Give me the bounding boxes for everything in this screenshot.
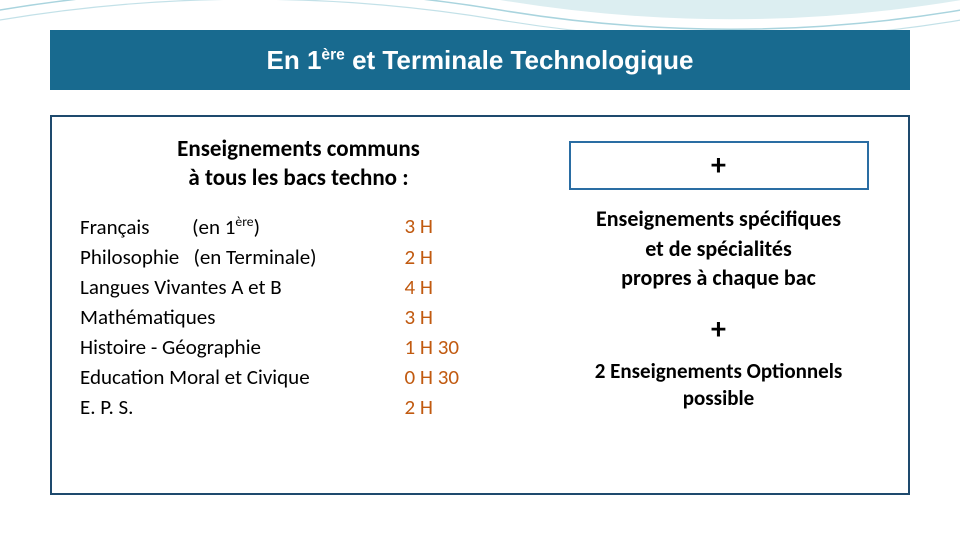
specific-teachings-text: Enseignements spécifiques et de spéciali… [596,204,841,293]
title-text: En 1ère et Terminale Technologique [267,45,694,76]
plus-mid: + [711,311,726,348]
subject-hours: 2 H [405,244,518,270]
subject-name: Français (en 1ère) [80,213,375,240]
subject-name: Education Moral et Civique [80,364,375,390]
subject-name: Mathématiques [80,304,375,330]
subject-name: Langues Vivantes A et B [80,274,375,300]
common-subjects-header: Enseignements communs à tous les bacs te… [80,135,517,193]
left-column: Enseignements communs à tous les bacs te… [80,135,517,475]
subject-name: Histoire - Géographie [80,334,375,360]
optional-teachings-text: 2 Enseignements Optionnels possible [595,358,843,413]
subject-hours: 1 H 30 [405,334,518,360]
subject-hours: 3 H [405,213,518,240]
plus-box-top: + [569,141,869,190]
subject-name: E. P. S. [80,394,375,420]
subject-hours: 2 H [405,394,518,420]
content-box: Enseignements communs à tous les bacs te… [50,115,910,495]
slide-title: En 1ère et Terminale Technologique [50,30,910,90]
subjects-list: Français (en 1ère) 3 H Philosophie (en Ter… [80,213,517,420]
subject-name: Philosophie (en Terminale) [80,244,375,270]
subject-hours: 4 H [405,274,518,300]
subject-hours: 3 H [405,304,518,330]
right-column: + Enseignements spécifiques et de spécia… [557,135,880,475]
subject-hours: 0 H 30 [405,364,518,390]
